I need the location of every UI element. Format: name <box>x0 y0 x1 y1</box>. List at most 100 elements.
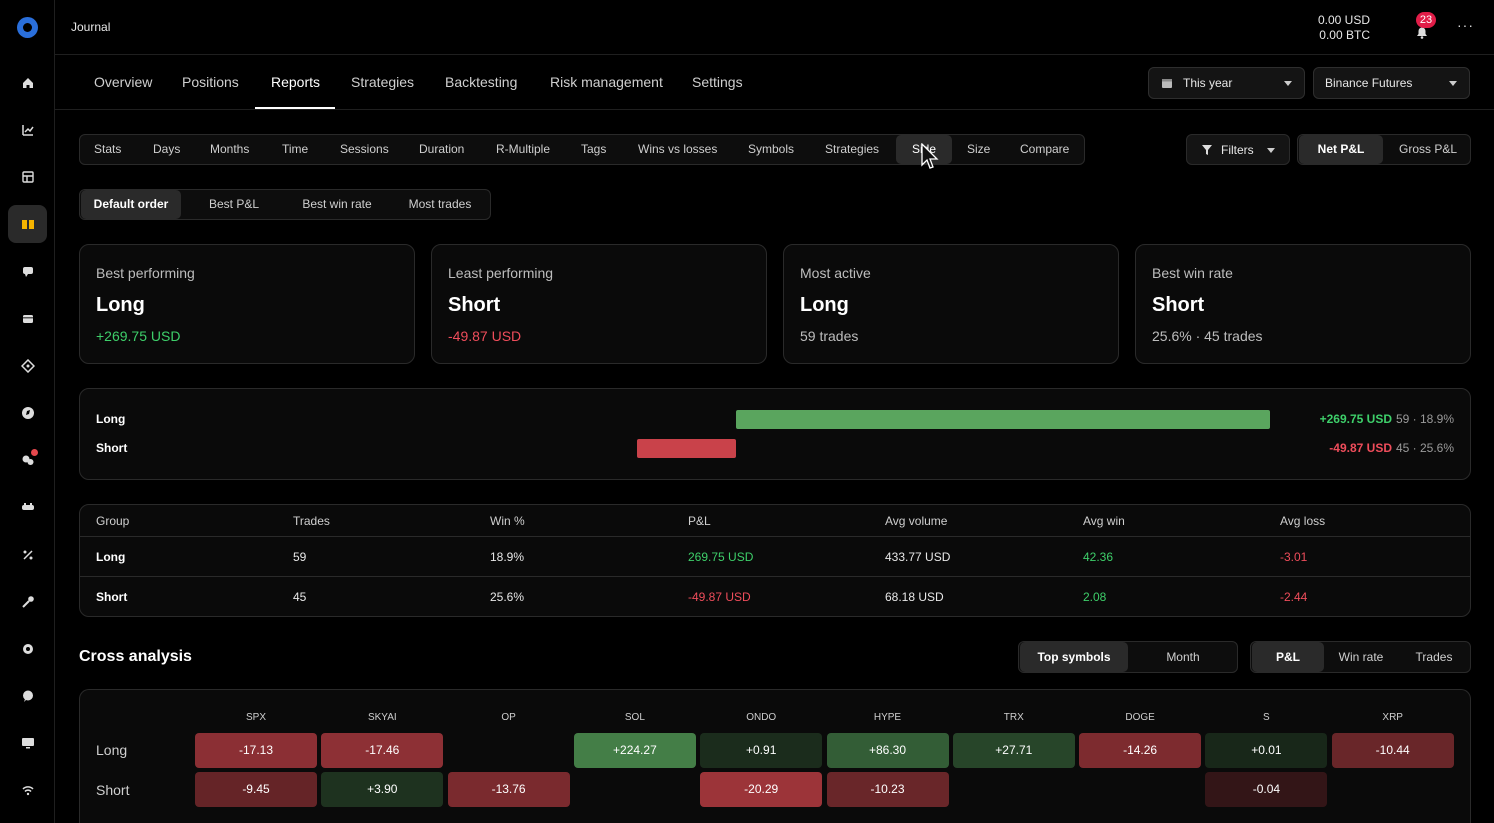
subtab-stats[interactable]: Stats <box>94 142 122 156</box>
exchange-dropdown[interactable]: Binance Futures <box>1313 67 1470 99</box>
subtab-r-multiple[interactable]: R-Multiple <box>496 142 551 156</box>
heatmap-cell[interactable]: -14.26 <box>1079 733 1202 768</box>
table-cell: -2.44 <box>1280 590 1308 604</box>
heatmap-cell[interactable]: +3.90 <box>321 772 444 807</box>
tab-overview[interactable]: Overview <box>94 74 153 90</box>
order-best-win-rate[interactable]: Best win rate <box>302 197 372 211</box>
chevron-down-icon <box>1449 81 1457 86</box>
more-menu-button[interactable]: ··· <box>1457 17 1474 33</box>
heatmap-cell[interactable]: +27.71 <box>952 733 1075 768</box>
sidebar-item-chat-bubble[interactable] <box>8 252 47 290</box>
table-row[interactable]: Short 45 25.6% -49.87 USD 68.18 USD 2.08… <box>80 577 1470 616</box>
sidebar-item-percent[interactable] <box>8 536 47 574</box>
support-icon <box>22 690 33 702</box>
subtab-months[interactable]: Months <box>210 142 250 156</box>
heatmap-cell[interactable]: -17.46 <box>321 733 444 768</box>
sidebar-item-grid[interactable] <box>8 158 47 196</box>
heatmap-cell[interactable]: +0.91 <box>700 733 823 768</box>
cross-tab-month[interactable]: Month <box>1166 650 1200 664</box>
heatmap-column-header: SKYAI <box>367 712 397 723</box>
heatmap-column-header: OP <box>501 712 516 723</box>
chart-icon <box>21 125 34 136</box>
tab-backtesting[interactable]: Backtesting <box>445 74 518 90</box>
tab-risk-management[interactable]: Risk management <box>550 74 663 90</box>
cross-tab-pnl[interactable]: P&L <box>1252 642 1324 672</box>
card-value: Short <box>448 294 501 316</box>
table-cell: -49.87 USD <box>688 590 751 604</box>
sort-order-tabs: Default order Best P&L Best win rate Mos… <box>79 189 491 220</box>
subtab-sessions[interactable]: Sessions <box>340 142 389 156</box>
table-cell: Long <box>96 550 126 564</box>
net-pnl-option[interactable]: Net P&L <box>1299 135 1383 164</box>
subtab-time[interactable]: Time <box>282 142 309 156</box>
heatmap-cell[interactable]: -17.13 <box>195 733 317 768</box>
cross-analysis-title: Cross analysis <box>79 648 192 665</box>
order-best-pnl[interactable]: Best P&L <box>208 197 260 211</box>
filters-button[interactable]: Filters <box>1186 134 1290 165</box>
tab-strategies[interactable]: Strategies <box>351 74 415 90</box>
subtab-symbols[interactable]: Symbols <box>748 142 795 156</box>
heatmap-cell[interactable]: -10.23 <box>826 772 949 807</box>
order-default[interactable]: Default order <box>81 190 181 219</box>
page-title: Journal <box>71 20 111 34</box>
heatmap-column-header: XRP <box>1382 712 1403 723</box>
sidebar-item-compass[interactable] <box>8 394 47 432</box>
sidebar-item-journal[interactable] <box>8 205 47 243</box>
heatmap-column-header: S <box>1263 712 1270 723</box>
order-most-trades[interactable]: Most trades <box>408 197 472 211</box>
tab-positions[interactable]: Positions <box>182 74 239 90</box>
subtab-wins-vs-losses[interactable]: Wins vs losses <box>638 142 718 156</box>
subtab-strategies[interactable]: Strategies <box>825 142 880 156</box>
sidebar-item-home[interactable] <box>8 64 47 102</box>
cross-tab-win-rate[interactable]: Win rate <box>1338 650 1384 664</box>
subtab-size[interactable]: Size <box>967 142 991 156</box>
community-icon <box>22 455 33 465</box>
sidebar-item-wifi[interactable] <box>8 771 47 809</box>
subtab-days[interactable]: Days <box>153 142 181 156</box>
sidebar-item-community[interactable] <box>8 441 47 479</box>
period-dropdown[interactable]: This year <box>1148 67 1305 99</box>
subtab-side[interactable]: Side <box>896 135 952 164</box>
compass-icon <box>21 407 34 419</box>
card-value: Long <box>96 294 145 316</box>
heatmap-cell[interactable]: -0.04 <box>1205 772 1328 807</box>
sidebar-item-monitor[interactable] <box>8 724 47 762</box>
heatmap-cell[interactable]: +0.01 <box>1205 733 1328 768</box>
subtab-duration[interactable]: Duration <box>419 142 465 156</box>
heatmap-cell[interactable]: -10.44 <box>1331 733 1454 768</box>
wallet-icon <box>22 315 33 323</box>
tab-reports[interactable]: Reports <box>271 74 321 90</box>
tag-icon <box>20 359 35 373</box>
filter-icon <box>1202 145 1212 155</box>
notifications-button[interactable]: 23 <box>1410 12 1436 39</box>
card-label: Best win rate <box>1152 265 1233 281</box>
chevron-down-icon <box>1284 81 1292 86</box>
heatmap-column-header: SOL <box>624 712 645 723</box>
chevron-down-icon <box>1267 148 1275 153</box>
sidebar-item-controller[interactable] <box>8 488 47 526</box>
heatmap-cell[interactable]: -13.76 <box>447 772 570 807</box>
subtab-compare[interactable]: Compare <box>1020 142 1070 156</box>
cross-tab-top-symbols[interactable]: Top symbols <box>1020 642 1128 672</box>
heatmap-column-header: HYPE <box>873 712 902 723</box>
heatmap-cell[interactable]: -20.29 <box>700 772 823 807</box>
tab-settings[interactable]: Settings <box>692 74 743 90</box>
cross-tab-trades[interactable]: Trades <box>1415 650 1453 664</box>
sidebar-item-chart[interactable] <box>8 111 47 149</box>
sidebar-item-key[interactable] <box>8 583 47 621</box>
table-cell: 433.77 USD <box>885 550 951 564</box>
bar-label-short: Short <box>96 441 128 455</box>
subtab-tags[interactable]: Tags <box>581 142 607 156</box>
summary-card: Best performing Long +269.75 USD <box>79 244 415 364</box>
table-row[interactable]: Long 59 18.9% 269.75 USD 433.77 USD 42.3… <box>80 537 1470 577</box>
heatmap-cell[interactable]: +224.27 <box>573 733 696 768</box>
sidebar-item-tag[interactable] <box>8 347 47 385</box>
gross-pnl-option[interactable]: Gross P&L <box>1398 142 1458 156</box>
heatmap-cell[interactable]: -9.45 <box>195 772 317 807</box>
sidebar-item-settings[interactable] <box>8 630 47 668</box>
column-header: Avg loss <box>1280 514 1326 528</box>
app-logo[interactable] <box>17 17 38 38</box>
sidebar-item-support[interactable] <box>8 677 47 715</box>
heatmap-cell[interactable]: +86.30 <box>826 733 949 768</box>
sidebar-item-wallet[interactable] <box>8 300 47 338</box>
